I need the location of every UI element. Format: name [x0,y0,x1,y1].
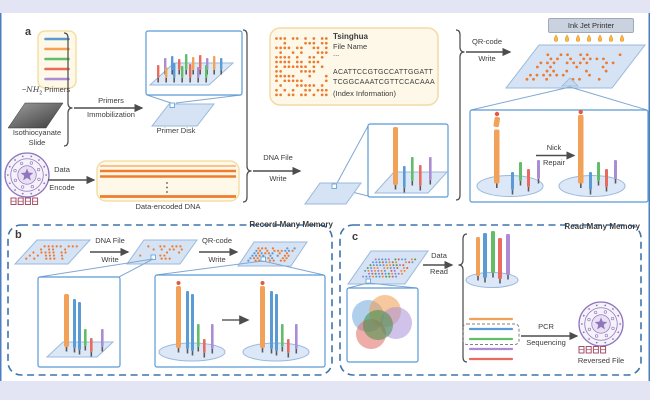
nick-repair-box [469,86,649,203]
top-banner [0,0,650,13]
reversed-file-label: Reversed File [577,356,625,365]
pcr-label-2: Sequencing [526,338,566,347]
frame-edges [0,13,650,381]
dna-file-write-label-2: Write [269,174,287,183]
file-card-sequence-1: ACATTCCGTGCCATTGGATT [333,69,434,76]
read-strands-icon [465,231,519,288]
isothiocyanate-slide-icon [7,102,64,129]
reversed-file-seal-icon [578,301,624,354]
inkjet-printer-label: Ink Jet Printer [548,18,634,33]
nick-repair-label-2: Repair [542,157,566,167]
b-qr-write-label-2: Write [208,255,226,264]
encoded-dna-label: Data-encoded DNA [135,201,201,211]
primer-disk-label: Primer Disk [156,125,196,135]
primer-disk-icon [150,102,216,127]
isothiocyanate-label-1: Isothiocyanate [12,128,62,137]
primer-disk-zoom-box [145,30,243,104]
immobilization-label-1: Primers [98,96,124,105]
file-card-qr-matrix-icon [275,37,328,97]
qr-write-label-2: Write [478,54,496,63]
b-dna-write-label-1: DNA File [95,236,125,245]
isothiocyanate-label-2: Slide [28,137,46,147]
file-card [269,27,439,106]
data-encoded-dna-card [96,160,240,202]
inkjet-printer-icon [504,34,647,89]
data-encode-label-1: Data [54,165,70,174]
tsinghua-seal-icon [4,152,50,205]
join-brace-middle [242,29,302,203]
panel-c-label: c [352,231,359,243]
nick-repair-label-1: Nick [546,143,562,152]
file-card-sequence-2: TCGGCAAATCGTTCCACAAA [333,79,435,86]
immobilization-label-2: Immobilization [87,109,135,119]
bottom-banner [0,381,650,400]
primers-label: −NH2 Primers [21,85,71,97]
file-card-title: Tsinghua [333,32,368,41]
panel-b-label: b [15,229,22,241]
record-many-title: Record-Many Memory [249,220,333,229]
read-many-title: Read-Many Memory [564,222,640,231]
panel-borders [7,224,642,376]
sequencing-lines-icon [462,317,520,361]
data-read-label-2: Read [430,267,448,276]
pcr-label-1: PCR [538,322,554,331]
primers-legend-icon [37,30,77,89]
join-brace-right [455,29,512,201]
venn-circles-icon [352,295,412,349]
data-read-label-1: Data [431,251,447,260]
qr-write-label-1: QR-code [471,37,502,46]
join-brace-left [63,32,144,147]
b-qr-write-label-1: QR-code [201,236,232,245]
file-card-filename: File Name [333,42,368,51]
panel-a-label: a [25,26,32,38]
dna-file-write-label-1: DNA File [263,153,293,162]
file-card-ellipsis: ... [333,49,340,58]
data-encode-label-2: Encode [49,183,75,192]
file-card-index-info: (Index Information) [333,89,396,98]
dna-write-zoom-box [304,123,449,205]
b-dna-write-label-2: Write [101,255,119,264]
record-many-panel [13,239,326,368]
